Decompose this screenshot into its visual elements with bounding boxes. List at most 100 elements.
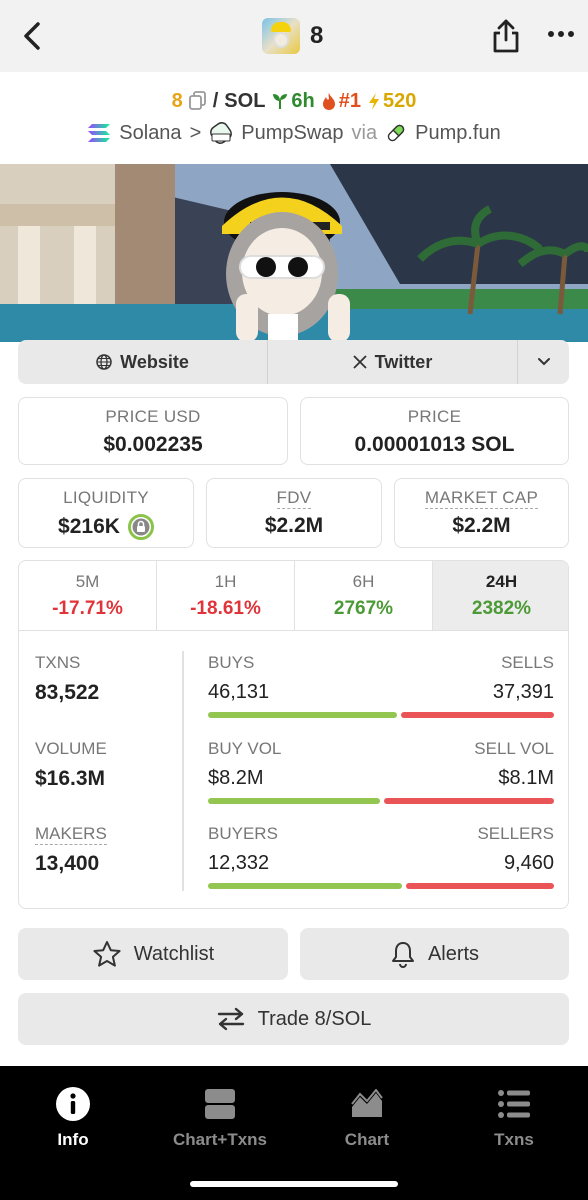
- buy-vol-label: BUY VOL: [208, 739, 282, 758]
- swap-arrows-icon: [217, 1007, 244, 1031]
- watchlist-label: Watchlist: [133, 942, 215, 965]
- fdv-label[interactable]: FDV: [276, 488, 312, 509]
- txns-metric: TXNS 83,522: [35, 653, 99, 705]
- split-layout-icon: [205, 1089, 235, 1119]
- price-native-label: PRICE: [407, 407, 462, 426]
- trade-label: Trade 8/SOL: [257, 1007, 372, 1030]
- star-icon: [93, 941, 121, 967]
- makers-split: BUYERS SELLERS 12,332 9,460: [208, 824, 554, 889]
- website-label: Website: [120, 351, 189, 372]
- via-label: via: [351, 121, 378, 144]
- volume-value: $16.3M: [35, 767, 106, 790]
- trade-button[interactable]: Trade 8/SOL: [18, 993, 569, 1045]
- fdv-card: FDV $2.2M: [206, 478, 382, 548]
- age-badge: 6h: [271, 89, 315, 113]
- bell-icon: [391, 942, 414, 968]
- solana-logo-icon: [88, 124, 111, 142]
- area-chart-icon: [351, 1089, 383, 1117]
- txns-label: TXNS: [35, 653, 81, 672]
- boost-count: 520: [383, 89, 417, 112]
- market-cap-label[interactable]: MARKET CAP: [424, 488, 539, 509]
- timeframe-label: 24H: [485, 572, 518, 591]
- pill-icon: [387, 124, 405, 142]
- token-avatar: [262, 18, 300, 54]
- price-change: 2382%: [471, 598, 532, 619]
- sells-label: SELLS: [501, 653, 554, 672]
- pair-info: 8 / SOL 6h #1 520: [0, 86, 588, 116]
- info-icon: [56, 1087, 90, 1121]
- makers-label[interactable]: MAKERS: [35, 824, 107, 845]
- launchpad-name[interactable]: Pump.fun: [415, 121, 501, 144]
- timeframe-label: 5M: [75, 572, 100, 591]
- makers-metric: MAKERS 13,400: [35, 824, 107, 876]
- price-change: -17.71%: [52, 598, 123, 619]
- tab-1h[interactable]: 1H -18.61%: [157, 561, 295, 630]
- alerts-button[interactable]: Alerts: [300, 928, 569, 980]
- more-links-dropdown[interactable]: [518, 340, 569, 384]
- liquidity-card: LIQUIDITY $216K: [18, 478, 194, 548]
- sell-vol-label: SELL VOL: [474, 739, 554, 758]
- buys-label: BUYS: [208, 653, 255, 672]
- sell-bar: [384, 798, 554, 804]
- sellers-value: 9,460: [503, 852, 554, 874]
- tab-chart-txns[interactable]: Chart+Txns: [155, 1086, 285, 1150]
- copy-icon[interactable]: [188, 91, 207, 111]
- volume-bar: [208, 798, 554, 804]
- twitter-button[interactable]: Twitter: [268, 340, 518, 384]
- buyers-label: BUYERS: [208, 824, 278, 843]
- makers-bar: [208, 883, 554, 889]
- buy-bar: [208, 883, 402, 889]
- lock-icon[interactable]: [127, 514, 154, 540]
- market-cap-card: MARKET CAP $2.2M: [394, 478, 569, 548]
- tab-5m[interactable]: 5M -17.71%: [19, 561, 157, 630]
- tab-24h[interactable]: 24H 2382%: [433, 561, 568, 630]
- timeframe-tabs: 5M -17.71% 1H -18.61% 6H 2767% 24H 2382%: [19, 561, 568, 631]
- volume-split: BUY VOL SELL VOL $8.2M $8.1M: [208, 739, 554, 804]
- buyers-value: 12,332: [208, 852, 270, 874]
- breadcrumb-separator: >: [189, 121, 202, 144]
- tab-info[interactable]: Info: [8, 1086, 138, 1150]
- buys-value: 46,131: [208, 681, 270, 703]
- price-usd-label: PRICE USD: [105, 407, 201, 426]
- tab-txns[interactable]: Txns: [449, 1086, 579, 1150]
- tab-txns-label: Txns: [494, 1130, 534, 1149]
- price-change: 2767%: [333, 598, 394, 619]
- sell-vol-value: $8.1M: [498, 767, 554, 789]
- makers-value: 13,400: [35, 852, 100, 875]
- sells-value: 37,391: [492, 681, 554, 703]
- timeframe-label: 1H: [214, 572, 237, 591]
- website-button[interactable]: Website: [18, 340, 268, 384]
- tab-chart[interactable]: Chart: [302, 1086, 432, 1150]
- twitter-label: Twitter: [374, 351, 433, 372]
- x-logo-icon: [353, 355, 367, 369]
- share-icon[interactable]: [490, 18, 522, 54]
- liquidity-value: $216K: [58, 515, 120, 538]
- timeframe-label: 6H: [352, 572, 375, 591]
- watchlist-button[interactable]: Watchlist: [18, 928, 288, 980]
- chain-breadcrumb: Solana > PumpSwap via Pump.fun: [0, 118, 588, 148]
- price-usd-value: $0.002235: [103, 433, 203, 456]
- sprout-icon: [273, 94, 288, 109]
- token-banner-image: [0, 164, 588, 342]
- price-usd-card: PRICE USD $0.002235: [18, 397, 288, 465]
- pair-quote-symbol: SOL: [224, 89, 266, 112]
- chain-name[interactable]: Solana: [119, 121, 182, 144]
- age-value: 6h: [291, 89, 315, 112]
- lightning-icon: [369, 92, 380, 110]
- chevron-down-icon: [537, 358, 550, 366]
- tab-chart-label: Chart: [344, 1130, 390, 1149]
- volume-metric: VOLUME $16.3M: [35, 739, 107, 791]
- alerts-label: Alerts: [427, 942, 480, 965]
- tab-6h[interactable]: 6H 2767%: [295, 561, 433, 630]
- tab-info-label: Info: [57, 1130, 89, 1149]
- price-native-value: 0.00001013 SOL: [354, 433, 515, 456]
- buy-vol-value: $8.2M: [208, 767, 264, 789]
- token-title: 8: [262, 18, 323, 54]
- dex-name[interactable]: PumpSwap: [241, 121, 344, 144]
- bottom-tab-bar: Info Chart+Txns Chart Txns: [0, 1066, 588, 1200]
- back-arrow-icon[interactable]: [18, 18, 48, 54]
- sell-bar: [401, 712, 554, 718]
- stats-panel: 5M -17.71% 1H -18.61% 6H 2767% 24H 2382%…: [18, 560, 569, 909]
- more-options-icon[interactable]: [546, 24, 576, 44]
- sell-bar: [406, 883, 554, 889]
